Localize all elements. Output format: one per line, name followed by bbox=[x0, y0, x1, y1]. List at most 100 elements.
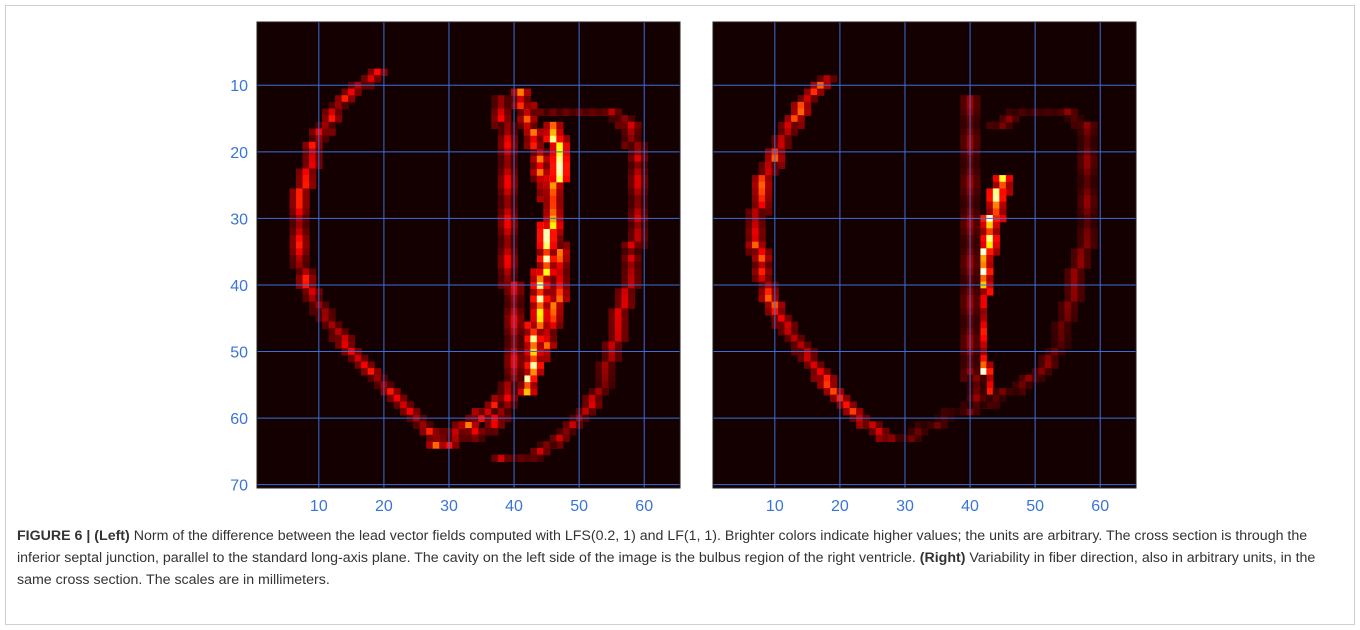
heatmap-cell bbox=[1070, 274, 1079, 283]
heatmap-cell bbox=[530, 341, 538, 349]
heatmap-cell bbox=[328, 321, 336, 329]
heatmap-cell bbox=[797, 101, 805, 110]
heatmap-cell bbox=[960, 401, 968, 409]
heatmap-cell bbox=[601, 108, 610, 116]
heatmap-cell bbox=[536, 308, 544, 316]
heatmap-cell bbox=[504, 334, 512, 343]
heatmap-cell bbox=[627, 175, 636, 183]
heatmap-cell bbox=[536, 128, 544, 136]
heatmap-cell bbox=[973, 95, 981, 103]
heatmap-cell bbox=[497, 261, 505, 269]
heatmap-cell bbox=[986, 255, 994, 263]
heatmap-cell bbox=[491, 115, 499, 123]
heatmap-cell bbox=[999, 208, 1007, 216]
heatmap-cell bbox=[504, 308, 512, 316]
heatmap-cell bbox=[400, 408, 408, 416]
heatmap-cell bbox=[289, 208, 297, 216]
heatmap-cell bbox=[517, 294, 525, 303]
heatmap-cell bbox=[484, 421, 492, 429]
heatmap-cell bbox=[504, 401, 512, 409]
heatmap-cell bbox=[530, 161, 538, 170]
heatmap-cell bbox=[536, 368, 544, 376]
heatmap-cell bbox=[973, 161, 981, 170]
heatmap-cell bbox=[504, 394, 512, 403]
heatmap-cell bbox=[960, 141, 968, 150]
heatmap-cell bbox=[289, 201, 297, 209]
heatmap-cell bbox=[973, 368, 981, 376]
heatmap-cell bbox=[530, 454, 538, 462]
heatmap-cell bbox=[627, 248, 636, 256]
heatmap-cell bbox=[979, 321, 987, 329]
heatmap-cell bbox=[562, 421, 570, 429]
heatmap-background bbox=[713, 22, 1136, 488]
heatmap-cell bbox=[536, 235, 544, 243]
heatmap-cell bbox=[309, 168, 317, 176]
heatmap-cell bbox=[960, 334, 968, 343]
heatmap-cell bbox=[986, 274, 994, 283]
heatmap-cell bbox=[497, 274, 505, 283]
heatmap-cell bbox=[1077, 228, 1085, 236]
heatmap-cell bbox=[973, 294, 981, 303]
heatmap-cell bbox=[289, 235, 297, 243]
heatmap-cell bbox=[634, 268, 642, 276]
heatmap-cell bbox=[549, 328, 557, 336]
heatmap-cell bbox=[504, 294, 512, 303]
heatmap-cell bbox=[797, 354, 805, 363]
heatmap-cell bbox=[562, 141, 570, 150]
heatmap-cell bbox=[758, 255, 766, 263]
heatmap-cell bbox=[406, 408, 414, 416]
heatmap-cell bbox=[296, 188, 304, 196]
heatmap-cell bbox=[1083, 161, 1092, 170]
heatmap-cell bbox=[986, 361, 994, 369]
heatmap-cell bbox=[979, 354, 987, 363]
heatmap-cell bbox=[979, 381, 987, 389]
heatmap-cell bbox=[536, 161, 544, 170]
heatmap-cell bbox=[765, 261, 773, 269]
heatmap-cell bbox=[999, 175, 1007, 183]
heatmap-cell bbox=[758, 168, 766, 176]
heatmap-cell bbox=[556, 288, 564, 296]
heatmap-cell bbox=[523, 334, 531, 343]
heatmap-cell bbox=[1044, 108, 1052, 116]
heatmap-cell bbox=[973, 235, 981, 243]
heatmap-cell bbox=[543, 168, 551, 176]
heatmap-cell bbox=[504, 141, 512, 150]
heatmap-cell bbox=[387, 388, 395, 396]
heatmap-cell bbox=[328, 308, 336, 316]
heatmap-cell bbox=[504, 388, 512, 396]
heatmap-cell bbox=[1083, 201, 1092, 209]
heatmap-cell bbox=[367, 368, 375, 376]
heatmap-cell bbox=[986, 394, 994, 403]
heatmap-cell bbox=[523, 341, 531, 349]
heatmap-cell bbox=[992, 388, 1000, 396]
heatmap-cell bbox=[1070, 121, 1079, 130]
heatmap-cell bbox=[361, 361, 369, 369]
heatmap-cell bbox=[543, 161, 551, 170]
heatmap-cell bbox=[517, 95, 525, 103]
heatmap-cell bbox=[549, 334, 557, 343]
heatmap-cell bbox=[504, 408, 512, 416]
heatmap-cell bbox=[621, 274, 629, 283]
heatmap-cell bbox=[979, 308, 987, 316]
heatmap-cell bbox=[543, 241, 551, 249]
heatmap-cell bbox=[562, 294, 570, 303]
heatmap-cell bbox=[1083, 135, 1092, 143]
heatmap-cell bbox=[504, 354, 512, 363]
heatmap-cell bbox=[504, 454, 512, 462]
heatmap-cell bbox=[960, 268, 968, 276]
heatmap-cell bbox=[778, 321, 786, 329]
heatmap-cell bbox=[471, 434, 479, 442]
heatmap-cell bbox=[986, 401, 994, 409]
heatmap-cell bbox=[973, 195, 981, 203]
heatmap-cell bbox=[843, 408, 851, 416]
heatmap-cell bbox=[973, 248, 981, 256]
heatmap-cell bbox=[765, 168, 773, 176]
heatmap-cell bbox=[322, 321, 330, 329]
heatmap-cell bbox=[758, 248, 766, 256]
heatmap-cell bbox=[543, 135, 551, 143]
heatmap-cell bbox=[986, 388, 994, 396]
heatmap-cell bbox=[621, 248, 629, 256]
heatmap-cell bbox=[504, 314, 512, 323]
heatmap-cell bbox=[979, 268, 987, 276]
heatmap-cell bbox=[302, 268, 310, 276]
